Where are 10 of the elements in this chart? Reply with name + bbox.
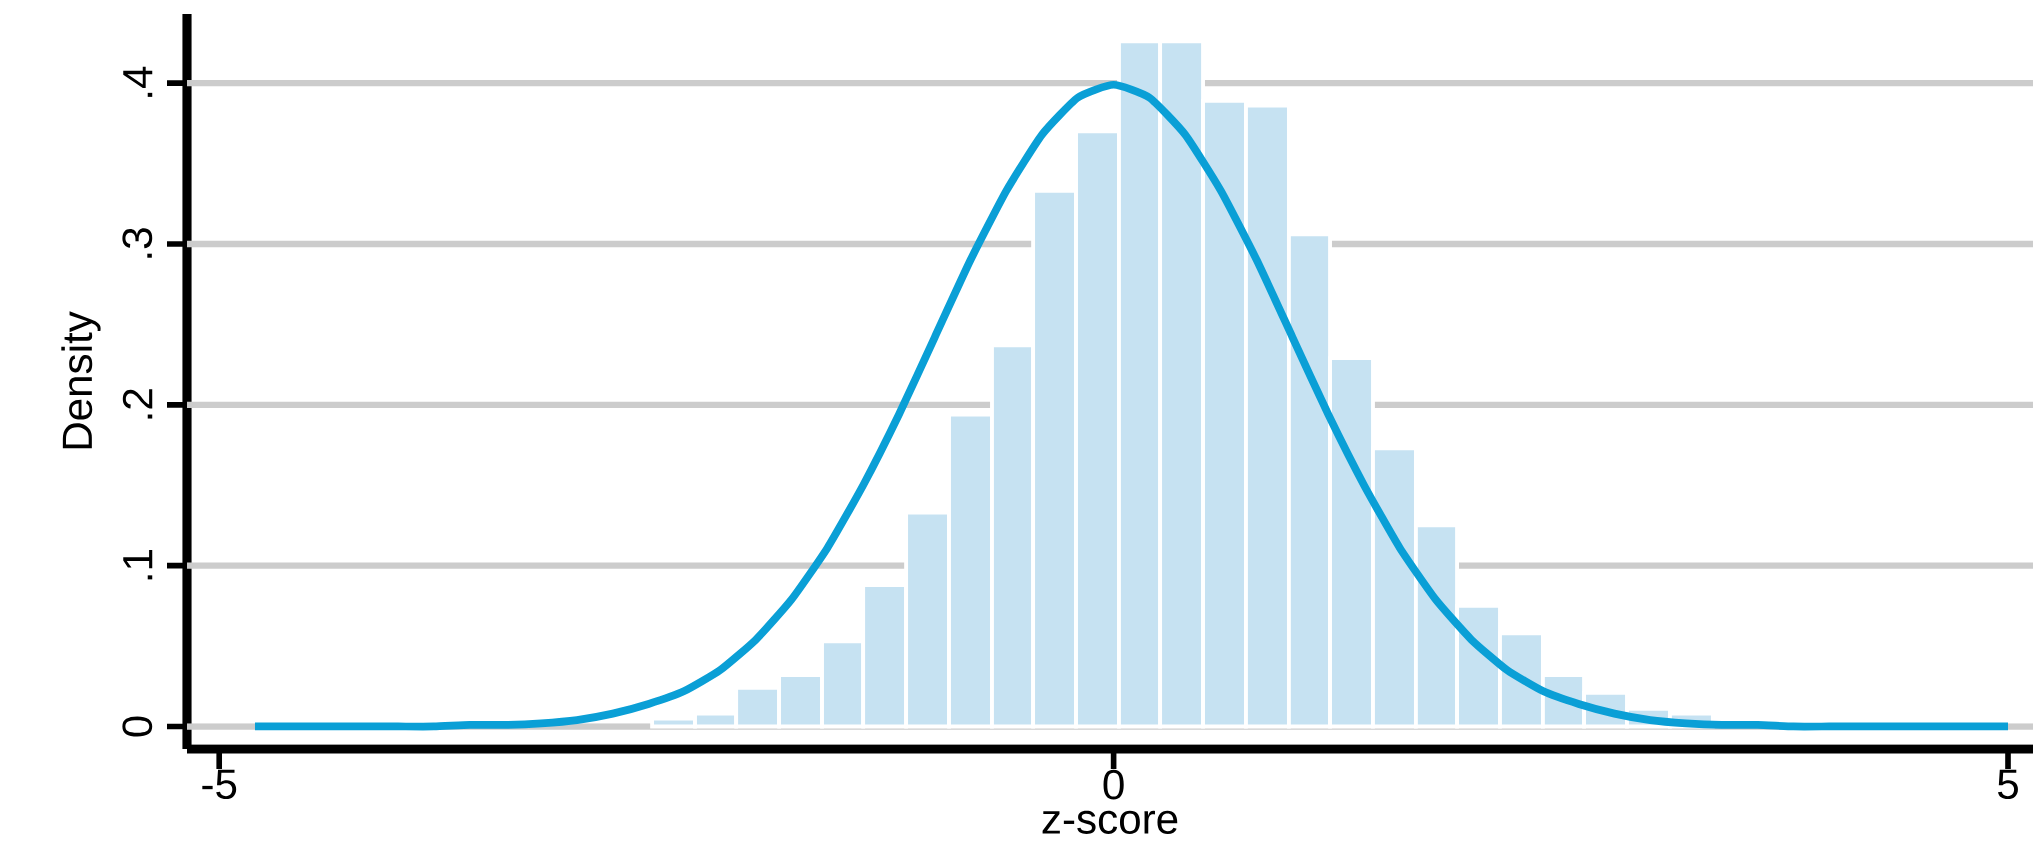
y-tick-label: .4 [123, 66, 153, 97]
y-tick-label: .1 [123, 550, 153, 580]
y-tick-label: .2 [122, 389, 153, 419]
y-axis-title: Density [61, 311, 101, 449]
x-tick-label: 0 [1103, 769, 1124, 800]
y-tick-label: 0 [122, 716, 153, 737]
y-tick-label: .3 [122, 228, 153, 258]
x-axis-title: z-score [1042, 810, 1178, 834]
x-tick-label: 5 [1997, 769, 2018, 800]
x-tick-label: -5 [202, 769, 237, 800]
